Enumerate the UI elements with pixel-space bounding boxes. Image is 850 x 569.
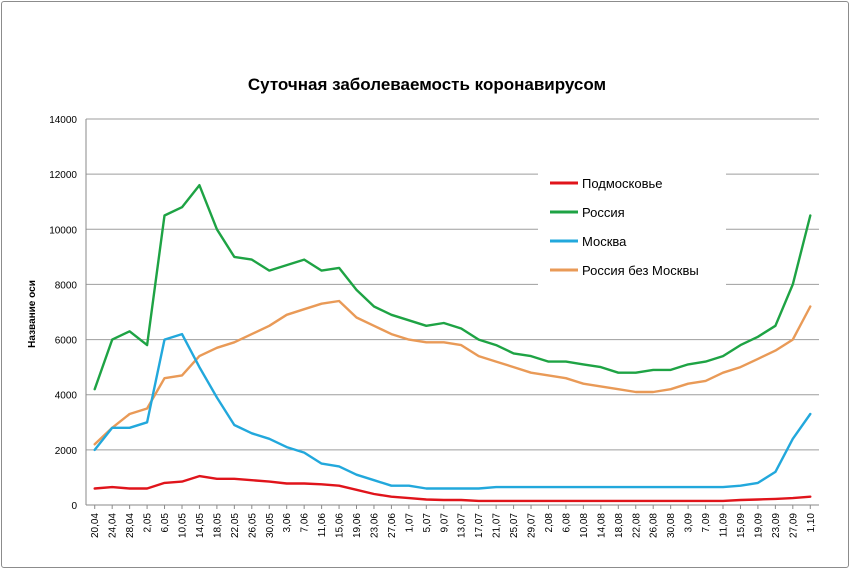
x-tick-label: 23,09 [771,513,782,538]
y-tick-label: 10000 [49,225,77,236]
x-tick-label: 30,05 [265,513,276,538]
series-line-2 [93,332,812,490]
y-tick-label: 12000 [49,170,77,181]
y-tick-label: 0 [71,501,77,512]
y-tick-label: 14000 [49,115,77,126]
x-tick-label: 18,05 [212,513,223,538]
x-tick-label: 7,06 [300,513,311,533]
x-tick-label: 11,06 [317,513,328,538]
chart-title: Суточная заболеваемость коронавирусом [248,75,606,94]
x-tick-label: 21,07 [492,513,503,538]
x-tick-label: 10,08 [579,513,590,538]
x-tick-label: 27,06 [387,513,398,538]
x-tick-label: 1,07 [404,513,415,533]
x-tick-label: 30,08 [666,513,677,538]
x-tick-label: 23,06 [369,513,380,538]
legend-label: Москва [582,234,627,249]
x-tick-label: 29,07 [527,513,538,538]
x-tick-label: 19,09 [753,513,764,538]
y-axis-label: Название оси [27,280,38,348]
x-tick-label: 27,09 [788,513,799,538]
x-tick-label: 17,07 [474,513,485,538]
x-tick-label: 24,04 [108,513,119,538]
y-tick-label: 6000 [55,336,78,347]
x-tick-label: 9,07 [439,513,450,533]
x-tick-label: 18,08 [614,513,625,538]
gridlines [85,118,819,506]
x-tick-label: 22,05 [230,513,241,538]
x-tick-label: 10,05 [177,513,188,538]
y-tick-label: 4000 [55,391,78,402]
x-tick-label: 14,08 [596,513,607,538]
y-tick-labels: 0 2000 4000 6000 8000 10000 12000 14000 [49,115,77,512]
x-tick-label: 6,08 [561,513,572,533]
x-tick-label: 28,04 [125,513,136,538]
x-tick-label: 26,08 [649,513,660,538]
legend-entries: Подмосковье Россия Москва Россия без Москвы [550,176,699,278]
x-tick-label: 15,06 [335,513,346,538]
x-tick-label: 11,09 [719,513,730,538]
x-tick-label: 14,05 [195,513,206,538]
series-line-1 [93,183,812,391]
y-tick-label: 8000 [55,280,78,291]
x-tick-label: 19,06 [352,513,363,538]
x-tick-label: 7,09 [701,513,712,533]
series-line-0 [93,474,812,503]
x-tick-label: 2,05 [143,513,154,533]
x-tick-labels: 20,04 24,04 28,04 2,05 6,05 10,05 14,05 18,05 22… [90,505,817,538]
x-tick-label: 13,07 [457,513,468,538]
x-tick-label: 26,05 [247,513,258,538]
x-tick-label: 15,09 [736,513,747,538]
x-tick-label: 2,08 [544,513,555,533]
legend-label: Россия [582,205,625,220]
legend [538,166,726,288]
x-tick-label: 1,10 [806,513,817,533]
series-line-3 [93,299,812,446]
x-tick-label: 25,07 [509,513,520,538]
x-tick-label: 22,08 [631,513,642,538]
x-tick-label: 3,09 [684,513,695,533]
legend-label: Подмосковье [582,176,663,191]
x-tick-label: 6,05 [160,513,171,533]
x-tick-label: 3,06 [282,513,293,533]
series-lines [93,183,812,503]
x-tick-label: 20,04 [90,513,101,538]
x-tick-label: 5,07 [422,513,433,533]
y-tick-label: 2000 [55,446,78,457]
legend-label: Россия без Москвы [582,263,699,278]
